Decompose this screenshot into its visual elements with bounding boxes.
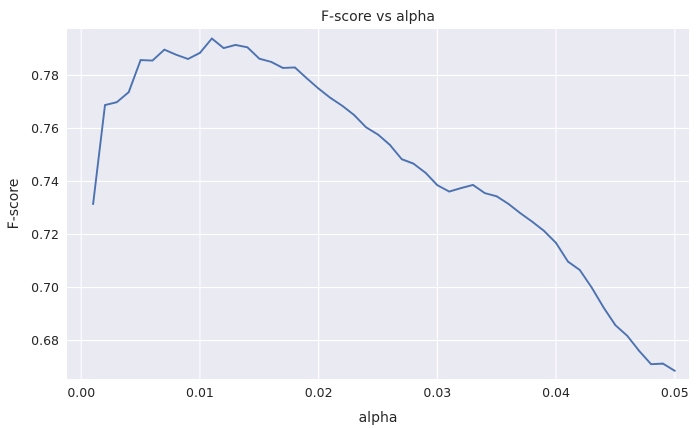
data-point <box>222 47 225 49</box>
data-point <box>519 212 522 215</box>
data-point <box>329 97 332 99</box>
y-tick-label: 0.70 <box>31 280 59 295</box>
y-tick-label: 0.72 <box>31 227 59 242</box>
x-tick-label: 0.02 <box>305 385 333 400</box>
data-point <box>650 363 652 366</box>
data-point <box>412 162 415 165</box>
data-point <box>139 59 142 61</box>
data-point <box>353 114 356 117</box>
data-point <box>341 104 344 107</box>
data-point <box>543 230 546 232</box>
data-point <box>234 44 237 46</box>
data-point <box>163 48 166 51</box>
chart-title: F-score vs alpha <box>321 9 435 25</box>
data-point <box>424 171 427 174</box>
x-tick-label: 0.04 <box>542 385 570 400</box>
y-tick-label: 0.76 <box>31 121 59 136</box>
series-layer <box>92 37 676 372</box>
data-point <box>199 51 201 54</box>
data-point <box>578 269 581 271</box>
data-point <box>472 184 474 186</box>
data-point <box>305 77 308 80</box>
y-tick-label: 0.78 <box>31 68 59 83</box>
data-point <box>626 334 629 337</box>
x-tick-label: 0.05 <box>661 385 689 400</box>
series-line <box>92 37 676 372</box>
data-point <box>567 260 569 263</box>
x-tick-label: 0.01 <box>186 385 214 400</box>
x-tick-labels: 0.00 0.01 0.02 0.03 0.04 0.05 <box>67 385 688 400</box>
plot-area <box>67 29 689 379</box>
y-tick-label: 0.74 <box>31 174 59 189</box>
data-point <box>638 349 641 352</box>
data-point <box>115 101 118 104</box>
data-point <box>104 104 106 106</box>
data-point <box>661 362 664 365</box>
data-point <box>388 143 391 146</box>
data-point <box>495 195 498 198</box>
data-point <box>507 203 510 205</box>
data-point <box>436 184 439 187</box>
data-point <box>483 192 486 195</box>
data-point <box>673 369 676 372</box>
x-tick-label: 0.03 <box>423 385 451 400</box>
data-point <box>614 324 617 327</box>
data-point <box>175 53 178 56</box>
data-point <box>258 57 261 60</box>
data-point <box>448 190 451 193</box>
data-point <box>187 58 189 60</box>
data-point <box>151 59 154 62</box>
data-point <box>294 66 296 69</box>
y-axis-label: F-score <box>6 179 22 230</box>
data-point <box>460 187 462 189</box>
grid-lines <box>67 29 689 379</box>
data-point <box>270 60 273 63</box>
data-point <box>555 242 557 244</box>
data-point <box>377 133 379 136</box>
data-point <box>92 203 95 205</box>
data-point <box>602 306 605 309</box>
y-tick-labels: 0.68 0.70 0.72 0.74 0.76 0.78 <box>31 68 59 348</box>
data-point <box>590 286 593 289</box>
x-axis-label: alpha <box>359 410 398 426</box>
data-point <box>400 158 403 161</box>
y-tick-label: 0.68 <box>31 333 59 348</box>
data-point <box>127 91 130 94</box>
data-point <box>317 87 320 90</box>
data-point <box>531 220 534 223</box>
data-point <box>282 67 284 69</box>
x-tick-label: 0.00 <box>67 385 95 400</box>
data-point <box>365 126 368 129</box>
data-point <box>210 37 213 40</box>
data-point <box>246 46 249 49</box>
